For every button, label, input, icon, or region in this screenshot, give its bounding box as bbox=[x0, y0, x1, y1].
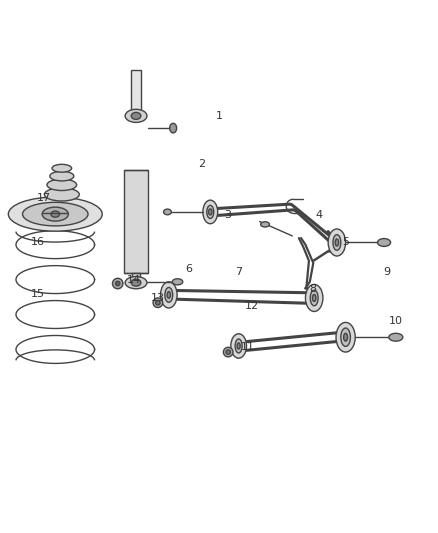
Text: 9: 9 bbox=[384, 266, 391, 277]
Ellipse shape bbox=[163, 209, 171, 215]
Ellipse shape bbox=[312, 294, 316, 302]
Text: 14: 14 bbox=[127, 276, 141, 286]
Text: 2: 2 bbox=[198, 159, 205, 169]
Ellipse shape bbox=[125, 277, 147, 289]
Ellipse shape bbox=[203, 200, 218, 224]
Ellipse shape bbox=[165, 287, 173, 302]
Ellipse shape bbox=[131, 279, 141, 286]
Bar bbox=[132, 273, 140, 277]
Ellipse shape bbox=[47, 179, 77, 190]
Polygon shape bbox=[16, 265, 95, 294]
Ellipse shape bbox=[207, 205, 214, 219]
Ellipse shape bbox=[378, 239, 391, 246]
Ellipse shape bbox=[235, 339, 242, 353]
Ellipse shape bbox=[42, 207, 68, 221]
Bar bbox=[131, 70, 141, 120]
Ellipse shape bbox=[389, 333, 403, 341]
Text: 8: 8 bbox=[309, 284, 316, 294]
Circle shape bbox=[113, 278, 123, 289]
Ellipse shape bbox=[310, 290, 318, 306]
Ellipse shape bbox=[50, 171, 74, 181]
Ellipse shape bbox=[160, 282, 177, 308]
Text: 11: 11 bbox=[240, 342, 254, 352]
Text: 12: 12 bbox=[245, 301, 259, 311]
Text: 1: 1 bbox=[215, 111, 223, 121]
Circle shape bbox=[223, 348, 233, 357]
Ellipse shape bbox=[22, 203, 88, 226]
Text: 6: 6 bbox=[185, 264, 192, 273]
Ellipse shape bbox=[172, 279, 183, 285]
Ellipse shape bbox=[170, 123, 177, 133]
Ellipse shape bbox=[336, 322, 355, 352]
Ellipse shape bbox=[333, 235, 341, 251]
Ellipse shape bbox=[328, 229, 346, 256]
Ellipse shape bbox=[52, 164, 72, 172]
Circle shape bbox=[153, 298, 162, 308]
Ellipse shape bbox=[341, 328, 350, 346]
Circle shape bbox=[226, 350, 230, 354]
Ellipse shape bbox=[231, 334, 247, 358]
Ellipse shape bbox=[8, 197, 102, 231]
Circle shape bbox=[116, 281, 120, 286]
Ellipse shape bbox=[125, 109, 147, 123]
Ellipse shape bbox=[44, 188, 79, 201]
Circle shape bbox=[155, 301, 160, 305]
Ellipse shape bbox=[261, 222, 269, 227]
Text: 5: 5 bbox=[342, 238, 349, 247]
Ellipse shape bbox=[237, 343, 240, 349]
Text: 4: 4 bbox=[316, 210, 323, 220]
Text: 7: 7 bbox=[235, 266, 242, 277]
Ellipse shape bbox=[131, 112, 141, 119]
Polygon shape bbox=[16, 301, 95, 328]
Ellipse shape bbox=[208, 209, 212, 215]
Text: 3: 3 bbox=[224, 210, 231, 220]
Ellipse shape bbox=[51, 211, 60, 217]
Ellipse shape bbox=[305, 285, 323, 311]
Text: 16: 16 bbox=[31, 238, 45, 247]
Text: 10: 10 bbox=[389, 316, 403, 326]
Ellipse shape bbox=[335, 239, 339, 246]
Polygon shape bbox=[16, 231, 95, 259]
Text: 17: 17 bbox=[37, 192, 51, 203]
Text: 15: 15 bbox=[31, 288, 45, 298]
Bar bbox=[124, 171, 148, 273]
Polygon shape bbox=[16, 335, 95, 364]
Ellipse shape bbox=[167, 292, 170, 298]
Text: 13: 13 bbox=[151, 293, 165, 303]
Ellipse shape bbox=[344, 333, 348, 341]
